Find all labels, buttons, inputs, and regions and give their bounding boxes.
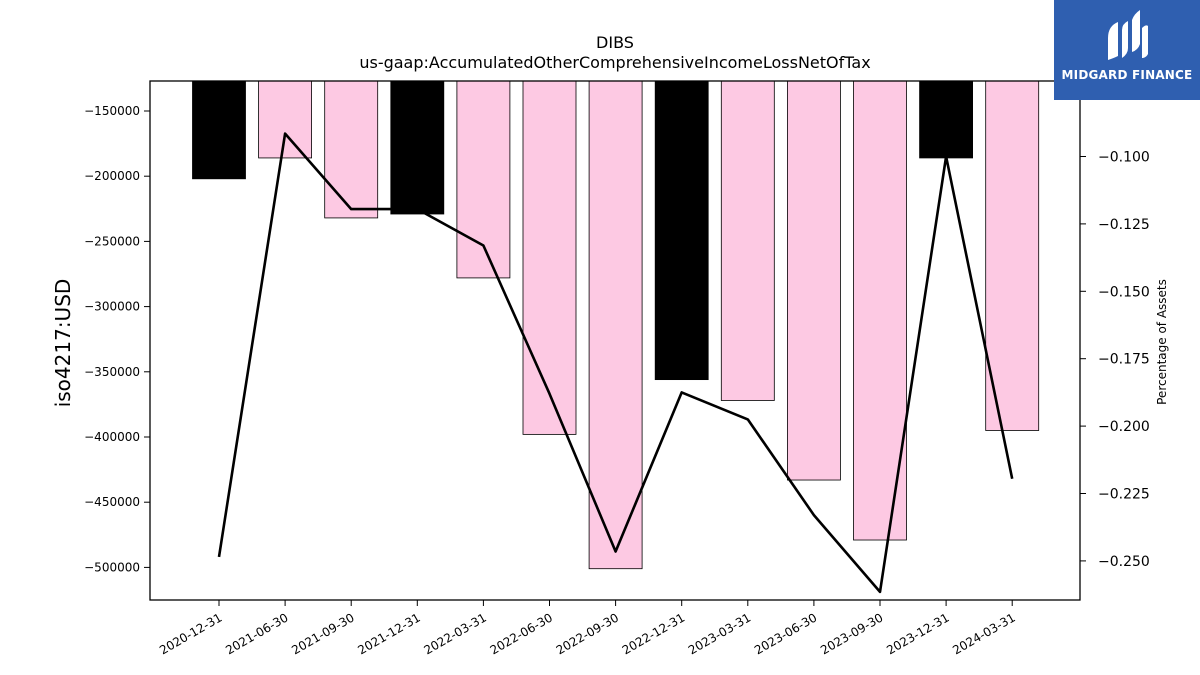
bar-group bbox=[192, 80, 1040, 570]
bar-2022-09-30 bbox=[588, 80, 643, 570]
brand-logo: MIDGARD FINANCE bbox=[1054, 0, 1200, 100]
bar-2022-12-31 bbox=[654, 80, 709, 381]
x-tick-label: 2023-12-31 bbox=[884, 610, 951, 657]
x-tick-label: 2022-06-30 bbox=[488, 610, 555, 657]
bar-2021-12-31 bbox=[390, 80, 445, 215]
x-tick-label: 2021-06-30 bbox=[223, 610, 290, 657]
x-tick-label: 2023-09-30 bbox=[818, 610, 885, 657]
bar-2023-03-31 bbox=[720, 80, 775, 401]
y-tick-label: −400000 bbox=[84, 430, 140, 444]
y-tick-label: −300000 bbox=[84, 300, 140, 314]
bar-2022-06-30 bbox=[522, 80, 577, 435]
y2-tick-label: −0.200 bbox=[1098, 419, 1150, 435]
chart-subtitle: us-gaap:AccumulatedOtherComprehensiveInc… bbox=[359, 53, 870, 72]
y2-tick-label: −0.250 bbox=[1098, 554, 1150, 570]
y-axis-label: iso4217:USD bbox=[51, 279, 75, 408]
x-tick-label: 2022-12-31 bbox=[620, 610, 687, 657]
y2-axis-label: Percentage of Assets bbox=[1155, 279, 1169, 405]
x-axis: 2020-12-312021-06-302021-09-302021-12-31… bbox=[157, 600, 1018, 657]
x-tick-label: 2022-03-31 bbox=[421, 610, 488, 657]
y2-tick-label: −0.175 bbox=[1098, 352, 1150, 368]
y-axis-left: −150000 −200000 −250000 −300000 −350000 −4000… bbox=[84, 104, 150, 574]
percentage-line bbox=[217, 132, 1014, 594]
x-tick-label: 2020-12-31 bbox=[157, 610, 224, 657]
y-tick-label: −250000 bbox=[84, 234, 140, 248]
y2-tick-label: −0.150 bbox=[1098, 284, 1150, 300]
bar-2024-03-31 bbox=[985, 80, 1040, 431]
x-tick-label: 2021-09-30 bbox=[289, 610, 356, 657]
x-tick-label: 2021-12-31 bbox=[355, 610, 422, 657]
bar-2020-12-31 bbox=[192, 80, 246, 180]
bar-2023-12-31 bbox=[919, 80, 973, 159]
plot-frame bbox=[149, 80, 1081, 601]
y2-tick-label: −0.100 bbox=[1098, 149, 1150, 165]
bar-2023-06-30 bbox=[787, 80, 841, 481]
brand-name: MIDGARD FINANCE bbox=[1061, 68, 1193, 82]
x-tick-label: 2022-09-30 bbox=[554, 610, 621, 657]
bar-2021-06-30 bbox=[258, 80, 313, 159]
y-tick-label: −350000 bbox=[84, 365, 140, 379]
brand-mark-icon bbox=[1108, 10, 1148, 60]
y-tick-label: −450000 bbox=[84, 495, 140, 509]
y-axis-right: −0.100 −0.125 −0.150 −0.175 −0.200 −0.225 −0.2… bbox=[1080, 149, 1150, 570]
y2-tick-label: −0.125 bbox=[1098, 217, 1150, 233]
bar-2023-09-30 bbox=[853, 80, 907, 541]
x-tick-label: 2023-06-30 bbox=[752, 610, 819, 657]
y-tick-label: −200000 bbox=[84, 169, 140, 183]
y-tick-label: −150000 bbox=[84, 104, 140, 118]
chart-title: DIBS bbox=[596, 33, 634, 52]
bar-2021-09-30 bbox=[324, 80, 379, 219]
x-tick-label: 2024-03-31 bbox=[950, 610, 1017, 657]
y2-tick-label: −0.225 bbox=[1098, 487, 1150, 503]
x-tick-label: 2023-03-31 bbox=[686, 610, 753, 657]
y-tick-label: −500000 bbox=[84, 560, 140, 574]
